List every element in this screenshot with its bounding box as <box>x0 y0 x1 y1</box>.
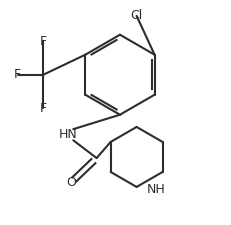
Text: O: O <box>66 176 76 189</box>
Text: NH: NH <box>147 183 166 196</box>
Text: HN: HN <box>58 128 77 141</box>
Text: F: F <box>40 35 47 48</box>
Text: F: F <box>40 101 47 115</box>
Text: F: F <box>14 68 21 81</box>
Text: Cl: Cl <box>131 9 143 22</box>
